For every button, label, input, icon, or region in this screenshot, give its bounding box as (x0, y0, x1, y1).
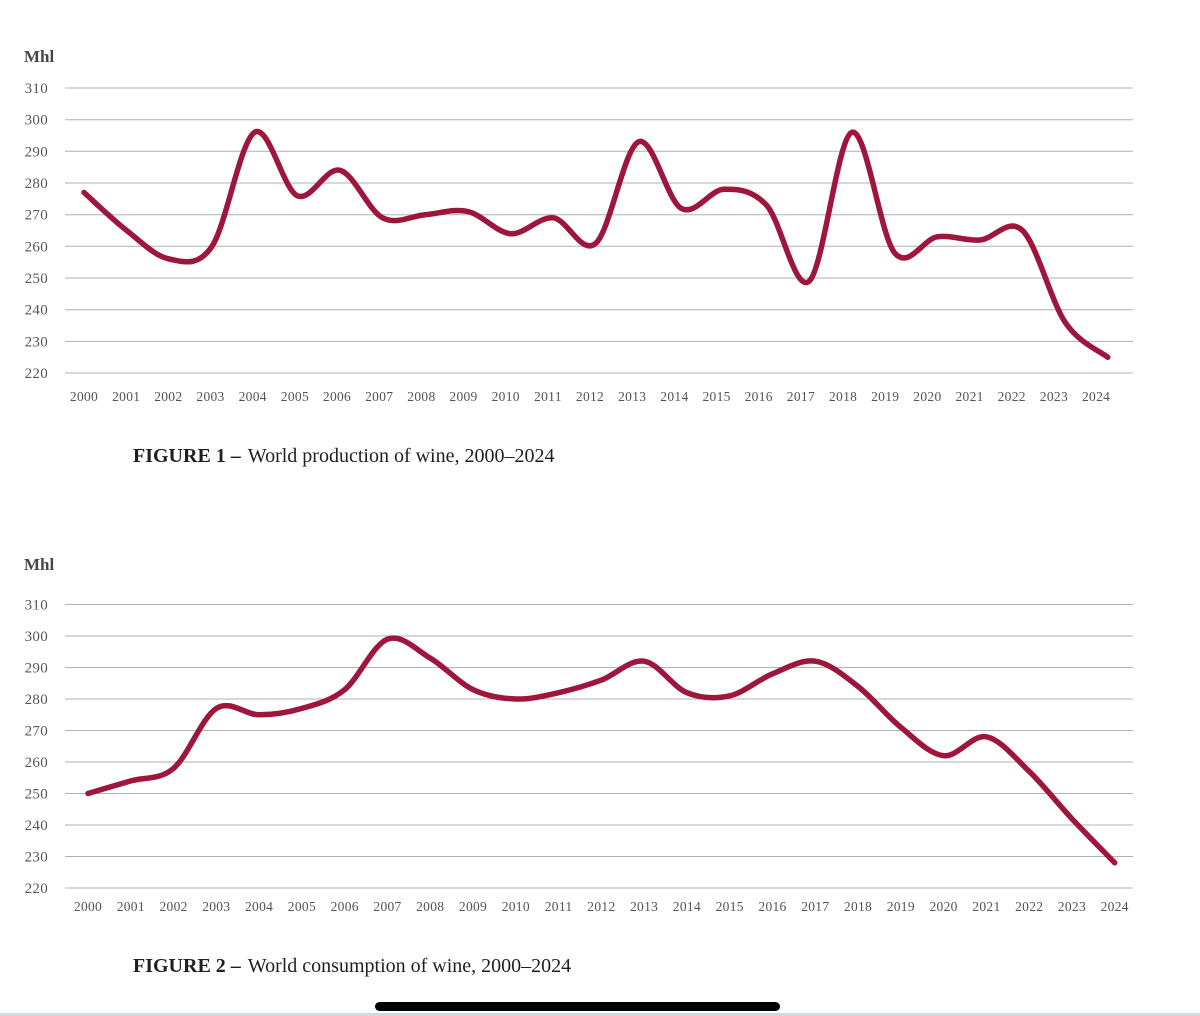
x-axis-tick-label: 2012 (587, 899, 615, 914)
y-axis-tick-label: 260 (25, 755, 48, 771)
figure-2-label: FIGURE 2 – (133, 955, 241, 977)
x-axis-tick-label: 2015 (716, 899, 744, 914)
x-axis-tick-label: 2003 (196, 389, 224, 404)
y-axis-tick-label: 260 (25, 239, 48, 255)
y-axis-tick-label: 220 (25, 881, 48, 897)
y-axis-tick-label: 300 (25, 629, 48, 645)
x-axis-tick-label: 2017 (787, 389, 815, 404)
x-axis-tick-label: 2020 (929, 899, 957, 914)
x-axis-tick-label: 2008 (416, 899, 444, 914)
y-axis-unit-label: Mhl (24, 47, 55, 66)
x-axis-tick-label: 2022 (1015, 899, 1043, 914)
y-axis-tick-label: 240 (25, 303, 48, 319)
x-axis-tick-label: 2023 (1058, 899, 1086, 914)
figure-2-title: World consumption of wine, 2000–2024 (247, 955, 572, 977)
x-axis-tick-label: 2015 (702, 389, 730, 404)
x-axis-tick-label: 2013 (630, 899, 658, 914)
x-axis-tick-label: 2000 (70, 389, 98, 404)
x-axis-tick-label: 2020 (913, 389, 941, 404)
x-axis-tick-label: 2004 (245, 899, 273, 914)
x-axis-tick-label: 2004 (239, 389, 267, 404)
y-axis-tick-label: 240 (25, 818, 48, 834)
y-axis-tick-label: 310 (25, 81, 48, 97)
x-axis-tick-label: 2011 (534, 389, 562, 404)
page-bottom-edge (0, 1013, 1200, 1016)
x-axis-tick-label: 2019 (871, 389, 899, 404)
y-axis-tick-label: 300 (25, 113, 48, 129)
y-axis-tick-label: 230 (25, 334, 48, 350)
x-axis-tick-label: 2016 (745, 389, 773, 404)
figure-1-title: World production of wine, 2000–2024 (247, 445, 555, 467)
x-axis-tick-label: 2012 (576, 389, 604, 404)
figure-1-label: FIGURE 1 – (133, 445, 241, 467)
x-axis-tick-label: 2005 (281, 389, 309, 404)
x-axis-tick-label: 2010 (492, 389, 520, 404)
x-axis-tick-label: 2023 (1040, 389, 1068, 404)
x-axis-tick-label: 2017 (801, 899, 829, 914)
y-axis-unit-label: Mhl (24, 555, 55, 574)
x-axis-tick-label: 2001 (117, 899, 145, 914)
bottom-divider-bar (375, 1002, 780, 1011)
y-axis-tick-label: 280 (25, 176, 48, 192)
x-axis-tick-label: 2024 (1082, 389, 1110, 404)
x-axis-tick-label: 2018 (829, 389, 857, 404)
x-axis-tick-label: 2002 (159, 899, 187, 914)
x-axis-tick-label: 2006 (331, 899, 359, 914)
y-axis-tick-label: 270 (25, 208, 48, 224)
y-axis-tick-label: 230 (25, 850, 48, 866)
figure-1-caption: FIGURE 1 – World production of wine, 2000… (133, 444, 554, 469)
x-axis-tick-label: 2000 (74, 899, 102, 914)
x-axis-tick-label: 2019 (887, 899, 915, 914)
y-axis-tick-label: 310 (25, 598, 48, 614)
data-series-line (85, 635, 1118, 866)
x-axis-tick-label: 2007 (373, 899, 401, 914)
y-axis-tick-label: 220 (25, 366, 48, 382)
x-axis-tick-label: 2005 (288, 899, 316, 914)
x-axis-tick-label: 2016 (758, 899, 786, 914)
y-axis-tick-label: 290 (25, 661, 48, 677)
figure-1-production-line-chart: 310 300 290 280 270 260 250 240 230 220 Mhl 2000 200… (24, 47, 1133, 404)
x-axis-tick-label: 2024 (1101, 899, 1129, 914)
figure-2-caption: FIGURE 2 – World consumption of wine, 200… (133, 954, 571, 979)
x-axis-tick-label: 2011 (545, 899, 573, 914)
x-axis-tick-label: 2014 (673, 899, 701, 914)
x-axis-tick-label: 2007 (365, 389, 393, 404)
x-axis-tick-label: 2018 (844, 899, 872, 914)
x-axis-tick-label: 2021 (955, 389, 983, 404)
x-axis-tick-label: 2003 (202, 899, 230, 914)
x-axis-tick-label: 2002 (154, 389, 182, 404)
x-axis-tick-label: 2001 (112, 389, 140, 404)
x-axis-tick-label: 2006 (323, 389, 351, 404)
x-axis-tick-label: 2010 (502, 899, 530, 914)
data-series-line (81, 129, 1111, 360)
y-axis-tick-label: 280 (25, 692, 48, 708)
x-axis-tick-label: 2022 (998, 389, 1026, 404)
y-axis-tick-label: 250 (25, 271, 48, 287)
y-axis-tick-label: 290 (25, 144, 48, 160)
x-axis-tick-label: 2009 (459, 899, 487, 914)
y-axis-tick-label: 270 (25, 724, 48, 740)
figure-2-consumption-line-chart: 310 300 290 280 270 260 250 240 230 220 Mhl 2000 200… (24, 555, 1133, 914)
x-axis-tick-label: 2009 (449, 389, 477, 404)
x-axis-tick-label: 2013 (618, 389, 646, 404)
x-axis-tick-label: 2014 (660, 389, 688, 404)
x-axis-tick-label: 2008 (407, 389, 435, 404)
y-axis-tick-label: 250 (25, 787, 48, 803)
x-axis-tick-label: 2021 (972, 899, 1000, 914)
